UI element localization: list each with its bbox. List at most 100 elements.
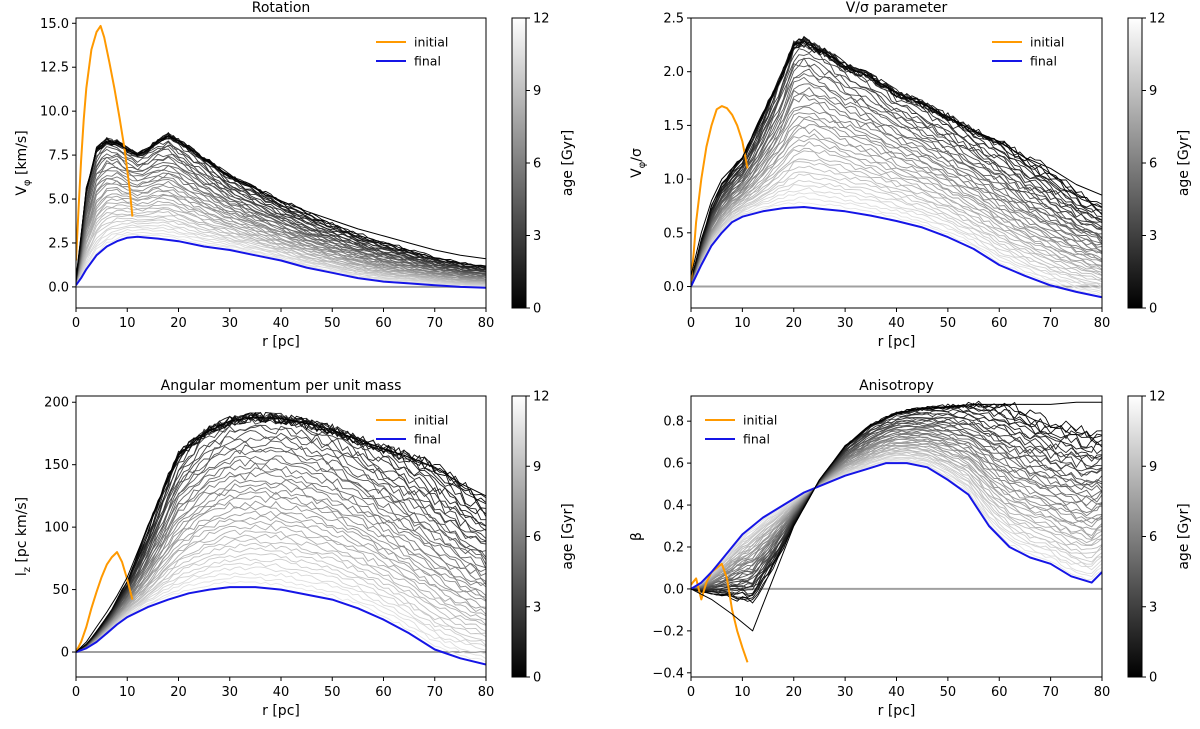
colorbar-tick-label: 0 (533, 671, 541, 686)
age-profile-line (691, 57, 1102, 282)
age-profile-line (691, 460, 1102, 590)
age-profile-line (76, 581, 486, 663)
y-tick-label: −0.4 (652, 666, 684, 681)
x-tick-label: 60 (991, 316, 1008, 331)
x-tick-label: 80 (1094, 316, 1111, 331)
age-profile-line (691, 451, 1102, 590)
x-tick-label: 10 (734, 685, 751, 700)
age-profile-line (76, 455, 486, 653)
legend-initial-label: initial (1030, 35, 1064, 50)
colorbar-tick-label: 0 (533, 302, 541, 317)
colorbar-tick-label: 12 (533, 390, 550, 405)
age-profile-line (76, 500, 486, 653)
x-tick-label: 70 (1042, 685, 1059, 700)
age-profile-line (76, 529, 486, 653)
colorbar-label: age [Gyr] (1176, 503, 1192, 569)
y-axis-label: Vφ [km/s] (14, 130, 33, 195)
series-oldest-age-profile-line (691, 41, 1102, 276)
age-profile-line (691, 184, 1102, 288)
age-profile-line (691, 426, 1102, 590)
y-tick-label: 0.0 (663, 582, 684, 597)
y-tick-label: 2.5 (48, 236, 69, 251)
age-profile-line (76, 412, 486, 653)
x-tick-label: 80 (478, 316, 495, 331)
y-tick-label: −0.2 (652, 624, 684, 639)
colorbar-tick-label: 9 (533, 84, 541, 99)
x-tick-label: 30 (837, 685, 854, 700)
colorbar-tick-label: 9 (533, 460, 541, 475)
colorbar: 0 3 6 9 12 age [Gyr] (1127, 12, 1192, 317)
age-profile-line (691, 126, 1102, 284)
age-profile-line (76, 180, 486, 283)
x-tick-label: 80 (1094, 685, 1111, 700)
plot-area (691, 400, 1102, 663)
x-axis-label: r [pc] (878, 703, 916, 719)
colorbar: 0 3 6 9 12 age [Gyr] (1127, 390, 1192, 686)
legend: initial final (376, 413, 448, 447)
age-profile-line (691, 93, 1102, 284)
colorbar-gradient (511, 17, 527, 309)
colorbar: 0 3 6 9 12 age [Gyr] (511, 390, 576, 686)
colorbar: 0 3 6 9 12 age [Gyr] (511, 12, 576, 317)
x-tick-label: 20 (785, 316, 802, 331)
x-tick-label: 40 (888, 685, 905, 700)
age-profile-line (691, 418, 1102, 590)
age-profile-line (76, 533, 486, 653)
panel-4: 0 10 20 30 40 50 60 70 80−0.4−0.20.00.20.40.60.8… (629, 378, 1192, 719)
plot-area (691, 35, 1102, 299)
y-tick-label: 15.0 (40, 17, 69, 32)
age-profile-line (691, 450, 1102, 590)
series-initial-line (691, 562, 749, 663)
age-profile-line (76, 561, 486, 653)
age-profile-line (76, 444, 486, 653)
age-profile-line (691, 416, 1102, 591)
y-tick-label: 10.0 (40, 105, 69, 120)
x-tick-label: 30 (837, 316, 854, 331)
x-tick-label: 40 (273, 685, 290, 700)
age-profile-line (691, 187, 1102, 290)
y-axis-label: Vφ/σ (629, 148, 648, 178)
y-tick-label: 150 (44, 458, 69, 473)
age-profile-line (691, 124, 1102, 285)
y-tick-label: 0.4 (663, 499, 684, 514)
age-profile-line (76, 524, 486, 653)
y-tick-label: 7.5 (48, 149, 69, 164)
colorbar-tick-label: 3 (533, 229, 541, 244)
y-tick-label: 2.5 (663, 12, 684, 27)
y-axis-label: β (629, 532, 645, 541)
y-tick-label: 1.0 (663, 173, 684, 188)
age-profile-line (691, 444, 1102, 590)
age-profile-line (691, 161, 1102, 286)
age-profile-line (691, 196, 1102, 295)
x-tick-label: 20 (170, 316, 187, 331)
age-profile-line (76, 538, 486, 653)
age-profile-line (76, 412, 486, 653)
x-axis-label: r [pc] (878, 334, 916, 350)
series-oldest-age-profile-line (76, 135, 486, 279)
x-tick-label: 10 (119, 685, 136, 700)
colorbar-tick-label: 0 (1149, 671, 1157, 686)
age-profile-line (691, 445, 1102, 590)
x-tick-label: 0 (72, 685, 80, 700)
y-tick-label: 200 (44, 396, 69, 411)
age-profile-line (691, 456, 1102, 590)
panel-title: Rotation (252, 0, 311, 16)
age-profile-line (76, 462, 486, 653)
age-profile-line (691, 141, 1102, 285)
age-profile-line (691, 179, 1102, 288)
age-profile-line (691, 413, 1102, 591)
age-profile-line (76, 413, 486, 653)
legend: initial final (376, 35, 448, 69)
age-profile-line (76, 155, 486, 282)
age-profile-line (76, 520, 486, 653)
panel-title: Anisotropy (859, 378, 934, 394)
legend-initial-label: initial (414, 413, 448, 428)
legend-initial-label: initial (414, 35, 448, 50)
y-tick-label: 0.0 (48, 280, 69, 295)
age-profile-line (691, 453, 1102, 590)
age-profile-line (76, 412, 486, 653)
x-tick-label: 50 (324, 316, 341, 331)
colorbar-tick-label: 9 (1149, 460, 1157, 475)
y-tick-label: 2.0 (663, 65, 684, 80)
